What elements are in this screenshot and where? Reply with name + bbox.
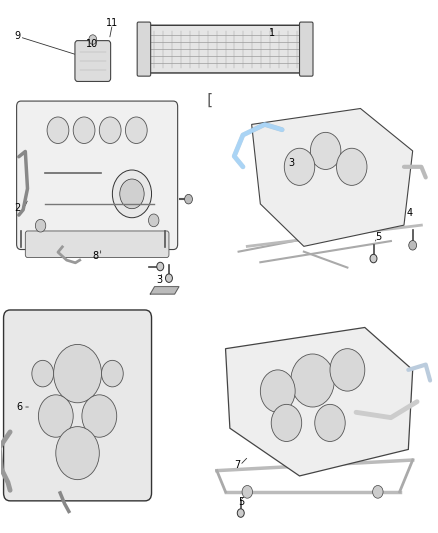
Circle shape — [330, 349, 365, 391]
Circle shape — [291, 354, 334, 407]
Text: 11: 11 — [106, 18, 118, 28]
Circle shape — [271, 405, 302, 441]
FancyBboxPatch shape — [143, 25, 308, 73]
Polygon shape — [226, 327, 413, 476]
Polygon shape — [252, 109, 413, 246]
Circle shape — [185, 195, 192, 204]
Text: 3: 3 — [156, 274, 162, 285]
Circle shape — [99, 117, 121, 143]
Text: 4: 4 — [406, 208, 412, 219]
Circle shape — [32, 360, 53, 387]
Circle shape — [89, 35, 97, 44]
Text: 5: 5 — [376, 232, 382, 243]
Text: 5: 5 — [239, 497, 245, 507]
Circle shape — [284, 148, 315, 185]
Circle shape — [237, 509, 244, 518]
Circle shape — [82, 395, 117, 437]
Circle shape — [370, 254, 377, 263]
Circle shape — [166, 274, 173, 282]
Circle shape — [73, 117, 95, 143]
Circle shape — [120, 179, 144, 209]
Circle shape — [102, 360, 123, 387]
Circle shape — [311, 132, 341, 169]
Circle shape — [39, 395, 73, 437]
FancyBboxPatch shape — [75, 41, 111, 82]
Circle shape — [56, 426, 99, 480]
Circle shape — [53, 344, 102, 403]
Circle shape — [125, 117, 147, 143]
Polygon shape — [150, 287, 179, 294]
Text: 9: 9 — [14, 31, 21, 41]
Circle shape — [113, 170, 152, 217]
FancyBboxPatch shape — [300, 22, 313, 76]
Circle shape — [47, 117, 69, 143]
Text: 6: 6 — [17, 402, 23, 412]
Text: 7: 7 — [234, 461, 240, 470]
Circle shape — [157, 262, 164, 271]
Circle shape — [260, 370, 295, 413]
FancyBboxPatch shape — [25, 231, 169, 257]
Circle shape — [35, 219, 46, 232]
Circle shape — [315, 405, 345, 441]
Circle shape — [148, 214, 159, 227]
FancyBboxPatch shape — [17, 101, 178, 249]
Circle shape — [242, 486, 253, 498]
FancyBboxPatch shape — [137, 22, 151, 76]
Text: 8: 8 — [93, 251, 99, 261]
FancyBboxPatch shape — [4, 310, 152, 501]
Circle shape — [336, 148, 367, 185]
Circle shape — [373, 486, 383, 498]
Circle shape — [409, 240, 417, 250]
Text: [: [ — [205, 93, 214, 108]
Text: 10: 10 — [86, 39, 99, 49]
Text: 1: 1 — [269, 28, 275, 38]
Text: 2: 2 — [14, 203, 21, 213]
Text: 3: 3 — [289, 158, 295, 168]
